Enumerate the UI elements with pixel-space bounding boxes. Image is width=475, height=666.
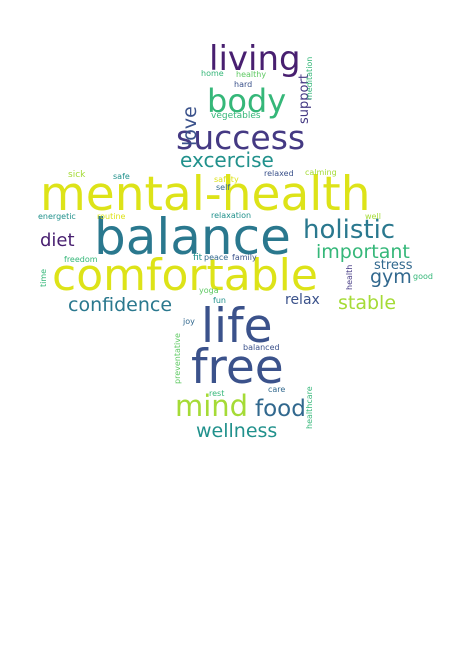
- word-family: family: [232, 253, 257, 262]
- word-wellness: wellness: [196, 420, 278, 442]
- word-well: well: [365, 212, 381, 221]
- word-relax: relax: [285, 292, 320, 308]
- word-body: body: [207, 82, 287, 120]
- word-vegetables: vegetables: [211, 111, 261, 121]
- word-stress: stress: [374, 258, 413, 273]
- word-self: self: [216, 183, 231, 192]
- word-relaxation: relaxation: [211, 211, 252, 220]
- word-good: good: [413, 272, 433, 281]
- word-important: important: [316, 241, 410, 263]
- word-routine: routine: [97, 212, 126, 221]
- word-fun: fun: [213, 296, 226, 305]
- word-gym: gym: [370, 266, 412, 288]
- word-love: love: [179, 106, 201, 146]
- word-excercise: excercise: [180, 148, 274, 172]
- word-free: free: [191, 340, 284, 395]
- word-balanced: balanced: [243, 343, 280, 352]
- word-calming: calming: [305, 168, 337, 177]
- word-health: health: [345, 264, 354, 290]
- word-mental-health: mental-health: [40, 167, 371, 222]
- word-safety: safety: [214, 175, 239, 184]
- word-success: success: [176, 118, 306, 157]
- word-life: life: [201, 299, 273, 354]
- word-joy: joy: [183, 317, 195, 326]
- word-safe: safe: [113, 172, 130, 181]
- word-holistic: holistic: [303, 215, 396, 245]
- word-preventative: preventative: [173, 333, 182, 384]
- word-meditation: meditation: [305, 56, 314, 100]
- word-peace: peace: [204, 253, 229, 262]
- word-hard: hard: [234, 80, 253, 89]
- word-healthcare: healthcare: [305, 386, 314, 429]
- word-comfortable: comfortable: [52, 250, 318, 301]
- word-balance: balance: [94, 208, 291, 266]
- word-freedom: freedom: [64, 255, 98, 264]
- word-stable: stable: [338, 292, 397, 314]
- word-food: food: [255, 396, 306, 422]
- word-home: home: [201, 69, 224, 78]
- word-confidence: confidence: [68, 294, 173, 316]
- word-time: time: [39, 268, 48, 287]
- word-rest: rest: [209, 389, 225, 398]
- word-sick: sick: [68, 170, 86, 180]
- word-mind: mind: [175, 389, 249, 423]
- word-fit: fit: [193, 253, 203, 263]
- word-yoga: yoga: [199, 286, 219, 295]
- word-energetic: energetic: [38, 212, 76, 221]
- word-living: living: [209, 39, 301, 79]
- word-care: care: [268, 385, 286, 394]
- word-relaxed: relaxed: [264, 169, 294, 178]
- word-diet: diet: [40, 230, 75, 251]
- word-healthy: healthy: [236, 70, 267, 79]
